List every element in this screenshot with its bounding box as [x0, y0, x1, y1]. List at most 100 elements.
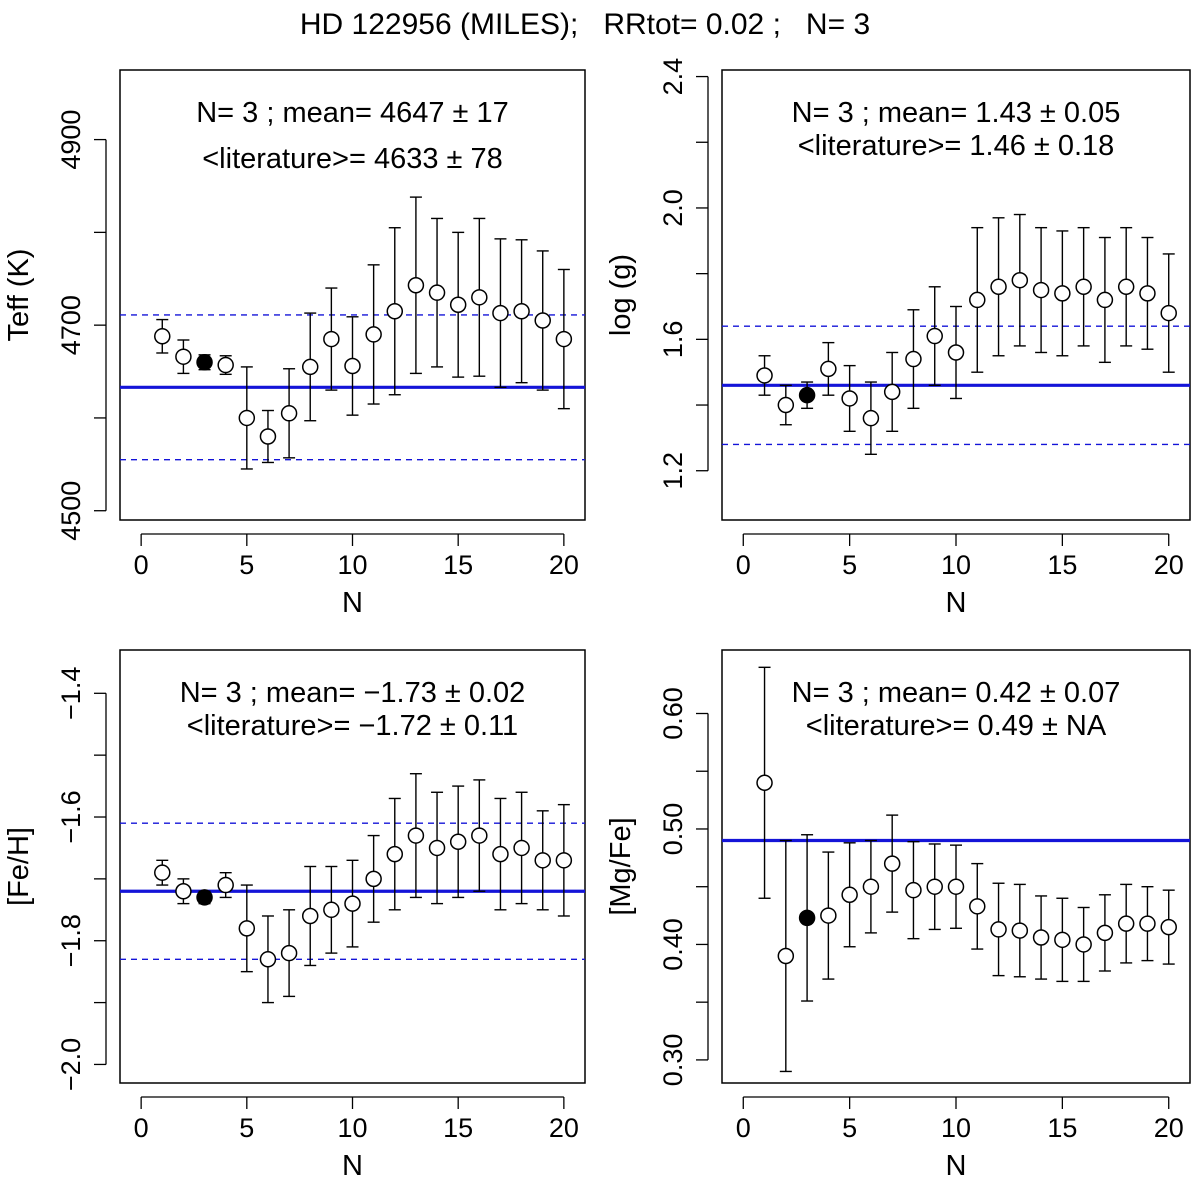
data-point — [175, 348, 192, 365]
y-tick-label: 0.50 — [658, 803, 688, 856]
data-point — [259, 951, 277, 968]
y-axis-label: log (g) — [605, 254, 637, 336]
y-tick-label: 4700 — [56, 295, 86, 355]
data-point — [862, 409, 880, 427]
x-tick-label: 0 — [134, 1113, 149, 1143]
data-point — [323, 330, 340, 348]
data-point — [555, 852, 573, 869]
y-tick-label: −2.0 — [56, 1038, 86, 1091]
data-point — [386, 845, 404, 863]
data-point — [1139, 285, 1156, 302]
plot-frame — [119, 649, 586, 1084]
y-tick-label: 0.40 — [658, 918, 688, 971]
data-point — [1075, 278, 1092, 296]
annotation-mean: N= 3 ; mean= 0.42 ± 0.07 — [792, 677, 1121, 709]
data-point — [777, 947, 795, 965]
x-axis: 0 5 10 15 20 — [736, 533, 1184, 580]
y-tick-label: 4900 — [56, 110, 86, 170]
data-point — [513, 302, 530, 320]
data-point — [428, 839, 446, 857]
data-point — [1117, 915, 1135, 932]
data-point — [154, 864, 171, 881]
data-point — [217, 876, 234, 894]
data-point — [344, 357, 361, 375]
data-point — [1139, 915, 1156, 932]
annotation-mean: N= 3 ; mean= 1.43 ± 0.05 — [792, 97, 1121, 129]
data-point — [492, 304, 509, 322]
data-point — [1032, 929, 1050, 946]
x-axis: 0 5 10 15 20 — [736, 1096, 1184, 1143]
data-point — [1117, 278, 1135, 296]
data-point — [175, 882, 192, 900]
data-point — [1011, 922, 1029, 939]
data-point — [407, 277, 425, 294]
y-tick-label: −1.6 — [56, 790, 86, 843]
data-point — [905, 881, 922, 899]
data-point — [449, 296, 467, 313]
annotation-literature: <literature>= −1.72 ± 0.11 — [187, 710, 518, 742]
x-tick-label: 0 — [736, 1113, 751, 1143]
x-tick-label: 15 — [1047, 1113, 1077, 1143]
panel-2: 0 5 10 15 20 N 1.2 1.6 2.0 2.4 log (g) N= 3 ; mean=… — [605, 58, 1191, 619]
y-axis: 4500 4700 4900 — [56, 110, 107, 541]
data-point — [862, 878, 880, 895]
data-point — [883, 383, 901, 401]
data-point — [323, 901, 340, 919]
annotation-literature: <literature>= 4633 ± 78 — [202, 143, 503, 175]
plot-frame — [721, 69, 1191, 521]
data-point — [365, 870, 382, 888]
data-point — [407, 827, 425, 844]
x-tick-label: 5 — [842, 1113, 857, 1143]
data-point — [534, 852, 551, 869]
data-point — [756, 774, 773, 792]
x-tick-label: 15 — [1047, 550, 1077, 580]
annotation-literature: <literature>= 0.49 ± NA — [806, 710, 1107, 742]
data-point — [820, 907, 837, 924]
data-point — [1096, 291, 1114, 309]
data-point — [534, 312, 551, 329]
x-tick-label: 0 — [134, 550, 149, 580]
y-axis: 0.30 0.40 0.50 0.60 — [658, 687, 709, 1086]
y-axis-label: [Fe/H] — [3, 827, 35, 906]
data-point — [154, 328, 171, 345]
data-point — [1032, 281, 1050, 299]
data-point — [217, 356, 234, 374]
x-tick-label: 20 — [549, 550, 579, 580]
annotation-mean: N= 3 ; mean= −1.73 ± 0.02 — [180, 677, 526, 709]
data-point — [841, 886, 858, 904]
x-tick-label: 10 — [941, 550, 971, 580]
data-point-selected — [798, 386, 816, 404]
x-tick-label: 0 — [736, 550, 751, 580]
data-point — [301, 907, 319, 925]
y-axis-label: [Mg/Fe] — [605, 817, 637, 915]
plot-frame — [721, 649, 1191, 1084]
data-point — [947, 878, 965, 895]
data-point — [280, 944, 298, 962]
data-point — [555, 330, 573, 348]
data-point — [1096, 924, 1114, 942]
x-tick-label: 10 — [941, 1113, 971, 1143]
panel-3: 0 5 10 15 20 N −2.0 −1.8 −1.6 −1.4 [Fe/H] N= 3 ; me… — [3, 649, 586, 1182]
y-axis-label: Teff (K) — [3, 249, 35, 342]
data-point — [1011, 271, 1029, 289]
x-axis: 0 5 10 15 20 — [134, 533, 579, 580]
y-tick-label: 0.60 — [658, 687, 688, 740]
data-point — [926, 878, 943, 895]
y-tick-label: 1.2 — [658, 452, 688, 490]
y-tick-label: −1.8 — [56, 914, 86, 967]
data-point — [301, 358, 319, 376]
data-point — [990, 278, 1007, 296]
panel-1: 0 5 10 15 20 N 4500 4700 4900 Teff (K) N= 3 ; mean… — [3, 69, 586, 619]
x-tick-label: 5 — [239, 550, 254, 580]
y-tick-label: 2.4 — [658, 58, 688, 96]
x-axis-label: N — [946, 587, 967, 619]
data-point — [1160, 304, 1177, 322]
data-point — [1075, 936, 1092, 953]
figure-title: HD 122956 (MILES); RRtot= 0.02 ; N= 3 — [300, 8, 870, 41]
y-tick-label: −1.4 — [56, 667, 86, 720]
panel-4: 0 5 10 15 20 N 0.30 0.40 0.50 0.60 [Mg/Fe] N= 3 ; m… — [605, 649, 1191, 1182]
data-point — [990, 921, 1007, 938]
data-point — [777, 396, 795, 414]
x-tick-label: 20 — [1154, 1113, 1184, 1143]
